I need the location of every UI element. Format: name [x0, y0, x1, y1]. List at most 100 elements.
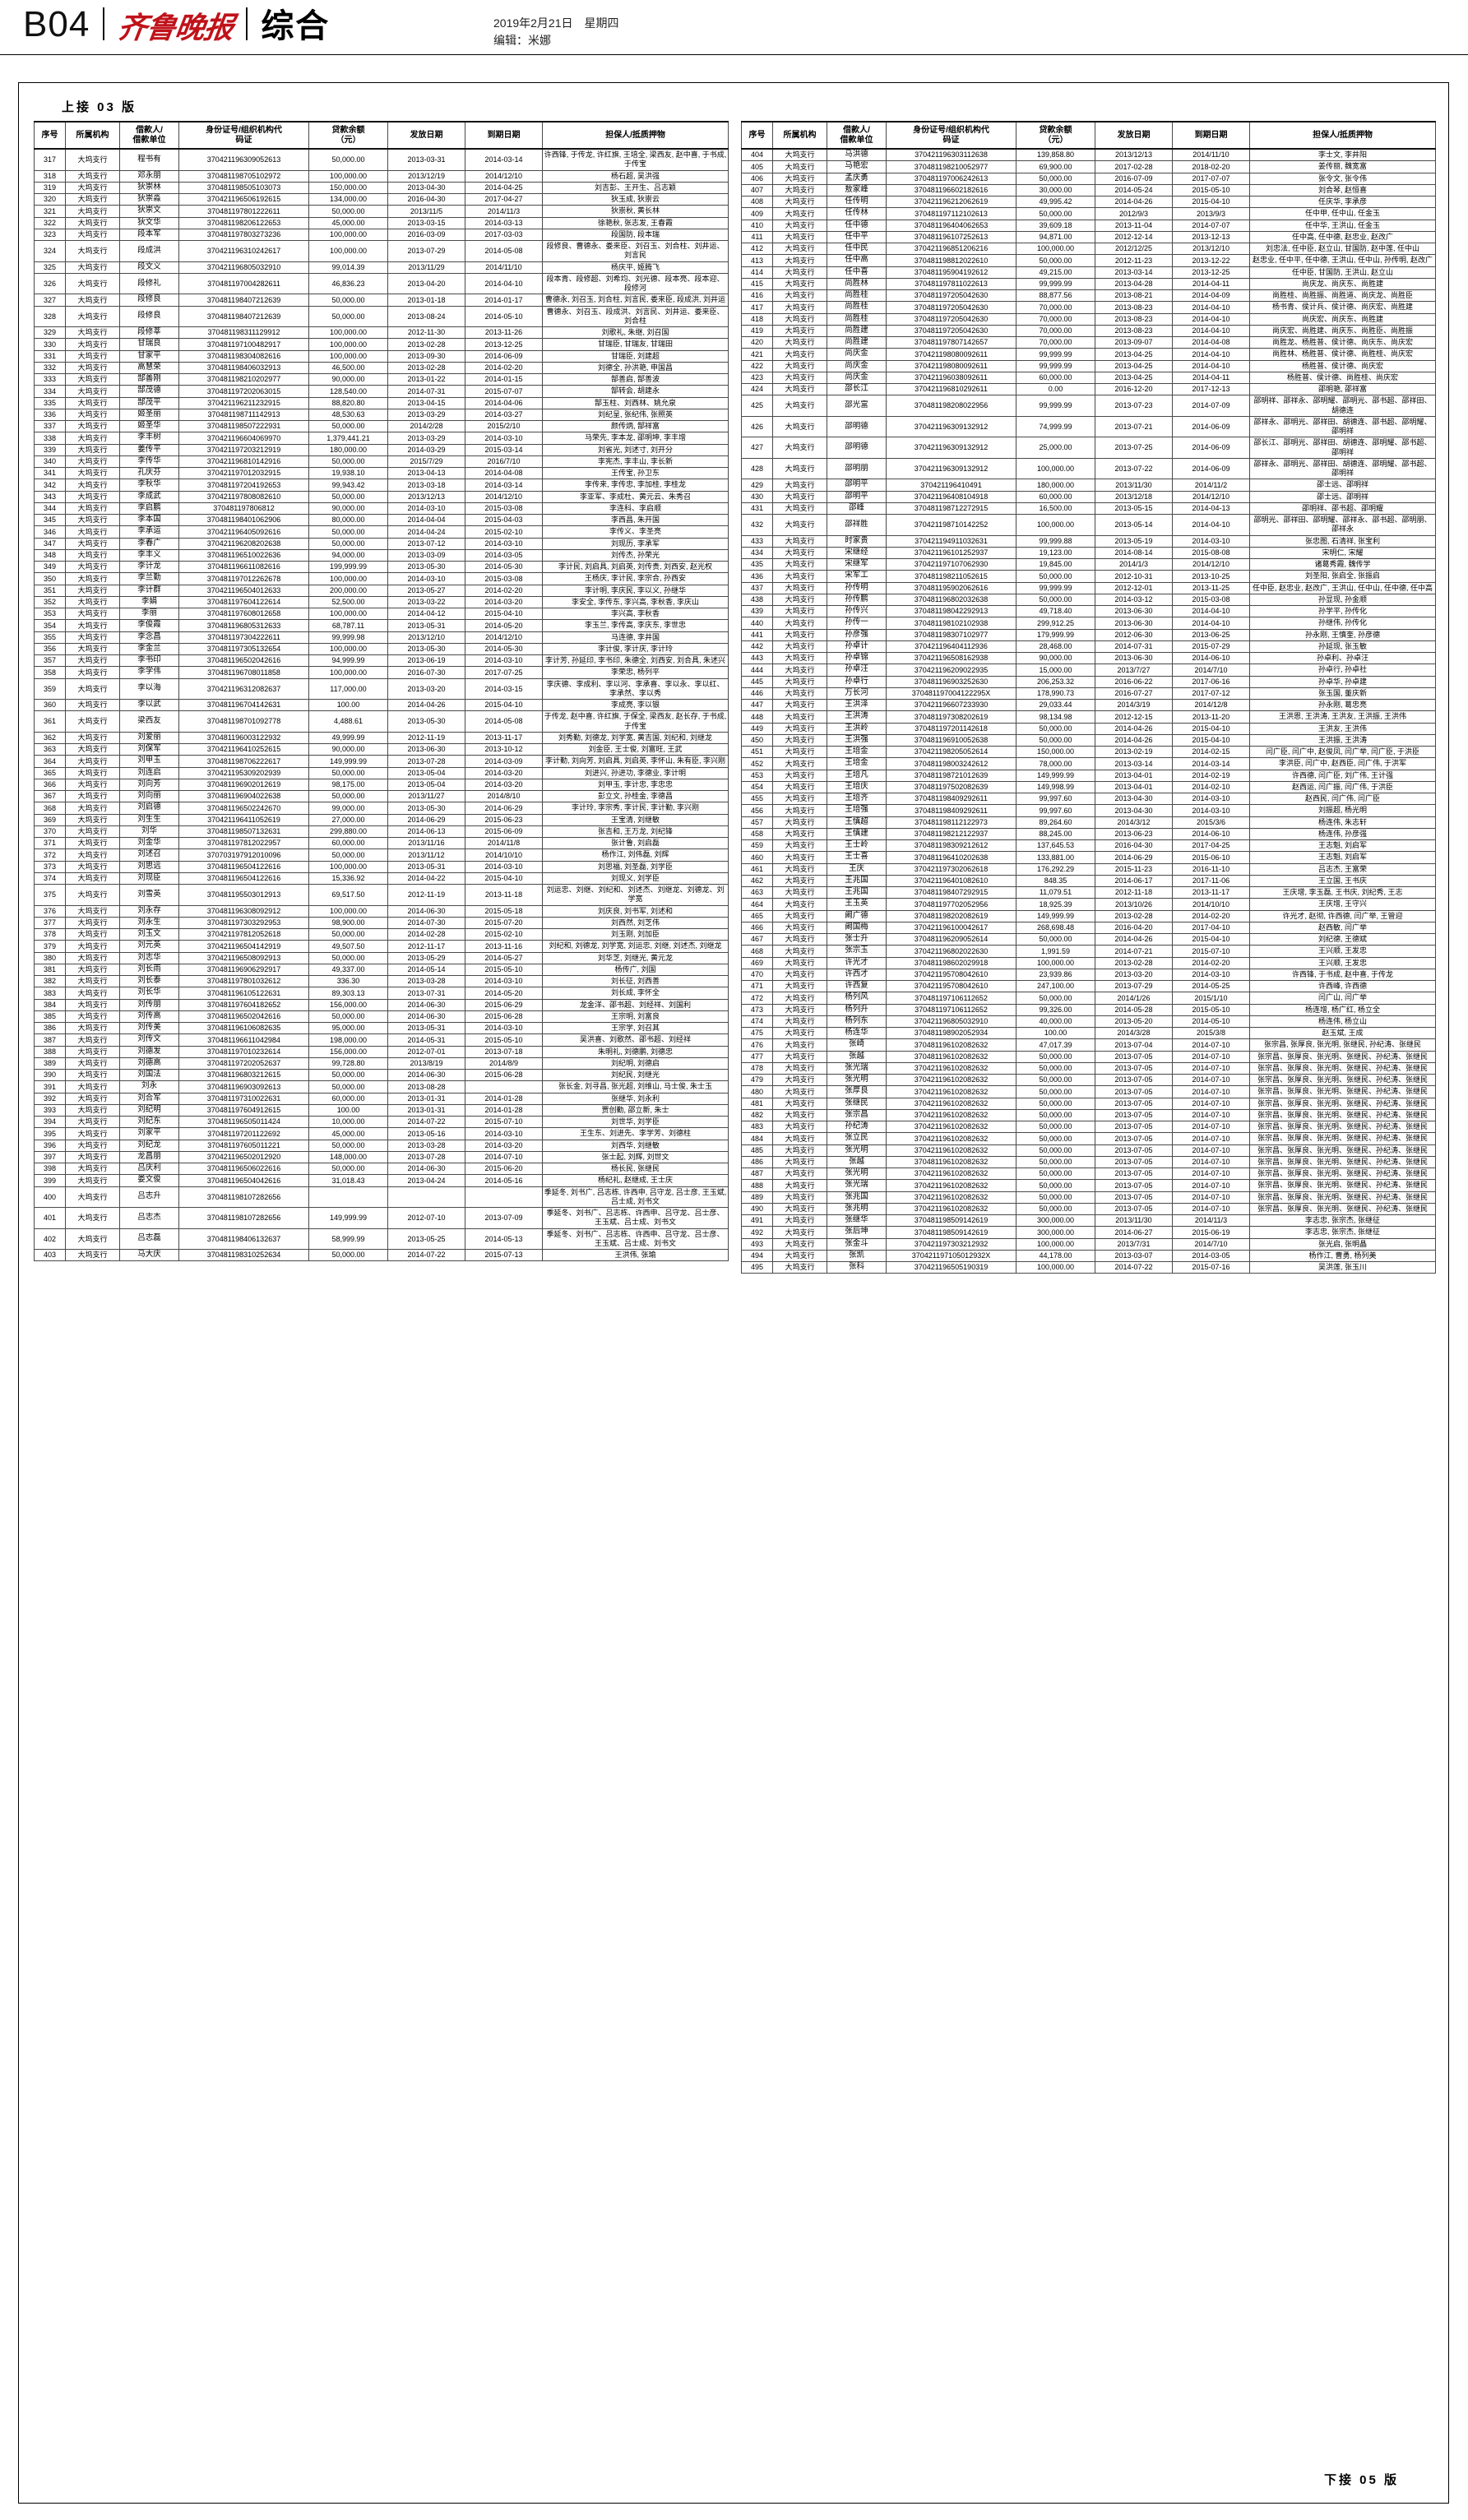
table-row: 494 大坞支行 张凯 370421197105012932X 44,178.00 201…: [741, 1249, 1436, 1263]
cell-loan-balance: 200,000.00: [308, 584, 388, 597]
cell-branch: 大坞支行: [65, 904, 120, 918]
cell-loan-balance: 100,000.00: [308, 860, 388, 873]
cell-due-date: 2014-01-28: [465, 1103, 543, 1117]
cell-due-date: 2014/11/2: [1172, 479, 1250, 492]
cell-issue-date: 2013-07-23: [1095, 395, 1173, 417]
cell-index: 330: [34, 338, 66, 351]
cell-issue-date: 2013-03-15: [387, 216, 465, 229]
cell-guarantor: 李荣忠, 杨列平: [542, 666, 729, 679]
th-loan-balance: 贷款余额 （元）: [1016, 121, 1095, 150]
table-row: 336 大坞支行 姬圣丽 370481198711142913 48,530.63 201…: [34, 408, 729, 422]
table-row: 471 大坞支行 许西复 370421195708042610 247,100.00 20…: [741, 979, 1436, 993]
cell-guarantor: 孙永刚, 王慎奎, 孙彦德: [1249, 628, 1436, 641]
table-row: 405 大坞支行 马艳宏 370481198210052977 69,900.00 201…: [741, 160, 1436, 173]
cell-index: 320: [34, 192, 66, 206]
cell-loan-balance: 50,000.00: [1016, 733, 1095, 747]
table-row: 395 大坞支行 刘家平 370481197201122692 45,000.00 201…: [34, 1127, 729, 1140]
cell-branch: 大坞支行: [772, 1144, 827, 1157]
cell-due-date: 2014-03-27: [465, 408, 543, 422]
table-row: 487 大坞支行 张光明 370421196102082632 50,000.00 201…: [741, 1167, 1436, 1181]
cell-due-date: 2014/11/3: [465, 205, 543, 218]
cell-loan-balance: 100,000.00: [1016, 457, 1095, 480]
cell-index: 428: [741, 457, 773, 480]
cell-id-number: 370481197012262678: [178, 572, 309, 585]
cell-due-date: 2014-04-13: [1172, 502, 1250, 516]
cell-index: 418: [741, 312, 773, 326]
cell-loan-balance: 99,997.60: [1016, 804, 1095, 817]
cell-loan-balance: 4,488.61: [308, 710, 388, 733]
cell-loan-balance: 50,000.00: [308, 455, 388, 469]
cell-borrower: 张宗昌: [827, 1108, 887, 1122]
cell-id-number: 370421196851206216: [886, 242, 1016, 256]
cell-id-number: 370481198406032913: [178, 361, 309, 375]
table-row: 404 大坞支行 马洪德 370421196303112638 139,858.80 20…: [741, 148, 1436, 162]
cell-guarantor: 张宗昌、张厚良、张光明、张继民、孙纪涛、张继民: [1249, 1085, 1436, 1098]
table-row: 333 大坞支行 郜善刚 370481198210202977 90,000.00 201…: [34, 372, 729, 386]
cell-guarantor: 刘甲玉, 李计忠, 李忠忠: [542, 778, 729, 792]
cell-loan-balance: 23,939.86: [1016, 968, 1095, 982]
cell-loan-balance: 100,000.00: [308, 666, 388, 679]
cell-branch: 大坞支行: [772, 687, 827, 701]
cell-issue-date: 2013-06-19: [387, 654, 465, 668]
cell-borrower: 许光才: [827, 956, 887, 969]
cell-id-number: 370421196805032910: [178, 261, 309, 274]
cell-index: 438: [741, 593, 773, 607]
cell-loan-balance: 299,912.25: [1016, 617, 1095, 630]
cell-due-date: 2014-03-10: [1172, 792, 1250, 806]
table-row: 420 大坞支行 尚胜建 370481197807142657 70,000.00 201…: [741, 335, 1436, 349]
cell-borrower: 孙传鹏: [827, 593, 887, 607]
cell-guarantor: 李亚军、李成杜、黄元云、朱秀召: [542, 490, 729, 503]
cell-branch: 大坞支行: [772, 1202, 827, 1216]
cell-due-date: 2013-11-17: [1172, 885, 1250, 899]
cell-branch: 大坞支行: [772, 1179, 827, 1192]
cell-guarantor: 杨书青、侯计兵、侯计德、尚庆宏、尚胜建: [1249, 301, 1436, 314]
cell-due-date: 2017-04-10: [1172, 921, 1250, 935]
cell-loan-balance: 198,000.00: [308, 1033, 388, 1047]
cell-loan-balance: 99,999.99: [1016, 359, 1095, 372]
cell-loan-balance: 70,000.00: [1016, 335, 1095, 349]
cell-due-date: 2014/12/10: [465, 490, 543, 503]
cell-id-number: 370421196607233930: [886, 698, 1016, 712]
cell-id-number: 370421197812052618: [178, 927, 309, 941]
cell-id-number: 370421196303112638: [886, 148, 1016, 162]
cell-loan-balance: 99,014.39: [308, 261, 388, 274]
cell-loan-balance: 50,000.00: [308, 294, 388, 307]
table-row: 408 大坞支行 任传明 370421196212062619 49,995.42 201…: [741, 195, 1436, 209]
cell-id-number: 370421196401082610: [886, 874, 1016, 888]
cell-loan-balance: 0.00: [1016, 382, 1095, 396]
table-row: 369 大坞支行 刘生生 370421196411052619 27,000.00 201…: [34, 813, 729, 826]
cell-index: 493: [741, 1237, 773, 1251]
table-row: 350 大坞支行 李兰勤 370481197012262678 100,000.00 20…: [34, 572, 729, 585]
cell-guarantor: 王传宝, 孙卫东: [542, 466, 729, 480]
cell-guarantor: 刘长成, 李怀全: [542, 987, 729, 1000]
cell-id-number: 370481198409292611: [886, 792, 1016, 806]
cell-loan-balance: 50,000.00: [308, 789, 388, 803]
cell-branch: 大坞支行: [772, 437, 827, 459]
cell-index: 449: [741, 722, 773, 735]
cell-index: 447: [741, 698, 773, 712]
cell-guarantor: 许西锋, 于书成, 赵中喜, 于传龙: [1249, 968, 1436, 982]
cell-id-number: 370421196208202638: [178, 537, 309, 550]
cell-loan-balance: 149,999.99: [308, 755, 388, 768]
cell-guarantor: 张宗昌、张厚良、张光明、张继民、孙纪涛、张继民: [1249, 1179, 1436, 1192]
cell-id-number: 370481198210202977: [178, 372, 309, 386]
cell-branch: 大坞支行: [772, 324, 827, 338]
cell-branch: 大坞支行: [772, 1260, 827, 1274]
th-guarantor: 担保人/抵质押物: [542, 121, 729, 150]
cell-guarantor: 张宗昌、张厚良、张光明、张继民、孙纪涛、张继民: [1249, 1050, 1436, 1063]
cell-issue-date: 2014-06-29: [387, 813, 465, 826]
cell-issue-date: 2013/11/29: [387, 261, 465, 274]
cell-issue-date: 2014-04-26: [1095, 195, 1173, 209]
cell-index: 358: [34, 666, 66, 679]
cell-guarantor: 狄玉成, 狄崇云: [542, 192, 729, 206]
cell-guarantor: 尚胜龙、杨胜普、侯计德、尚庆东、尚庆宏: [1249, 335, 1436, 349]
cell-issue-date: 2013-03-18: [387, 479, 465, 492]
cell-borrower: 宋继经: [827, 546, 887, 560]
cell-due-date: 2014-05-27: [465, 951, 543, 964]
cell-issue-date: 2013-07-05: [1095, 1120, 1173, 1134]
cell-loan-balance: 149,999.99: [1016, 909, 1095, 922]
cell-due-date: [465, 1080, 543, 1094]
cell-branch: 大坞支行: [65, 326, 120, 340]
cell-loan-balance: 48,530.63: [308, 408, 388, 422]
cell-id-number: 370481196102082632: [886, 1038, 1016, 1052]
